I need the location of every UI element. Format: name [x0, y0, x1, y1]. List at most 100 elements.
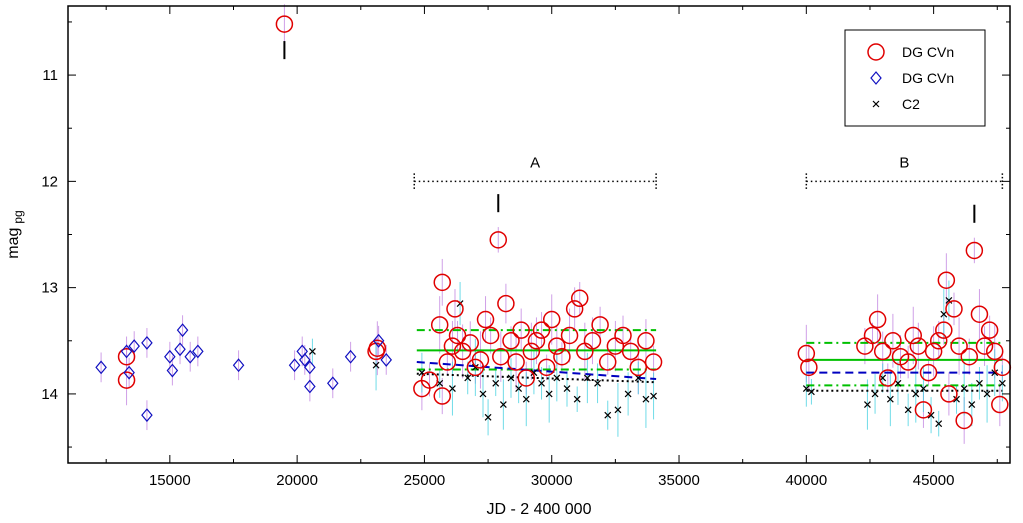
- c2-cross-point-stroke: [945, 296, 953, 304]
- x-tick-label: 35000: [658, 472, 700, 489]
- dg-cvn-circle-point: [117, 347, 136, 366]
- dg-cvn-circle-point: [542, 310, 561, 329]
- x-tick-label: 15000: [149, 472, 191, 489]
- dg-cvn-circle-point: [637, 332, 655, 350]
- c2-cross-point: [935, 420, 943, 428]
- dg-cvn-circle-point: [532, 321, 551, 339]
- c2-cross-point-stroke: [604, 411, 612, 419]
- y-tick-label: 13: [41, 280, 58, 297]
- c2-cross-point: [802, 385, 810, 393]
- c2-cross-point: [968, 401, 976, 408]
- c2-cross-point-stroke: [492, 379, 500, 387]
- c2-cross-point-stroke: [614, 406, 622, 414]
- c2-cross-point-stroke: [418, 369, 426, 377]
- dg-cvn-diamond-point: [176, 323, 189, 338]
- c2-cross-point: [545, 390, 553, 398]
- interval-label: A: [530, 154, 540, 171]
- c2-cross-point: [573, 395, 581, 403]
- c2-cross-point-stroke: [960, 385, 968, 393]
- c2-cross-point: [983, 390, 991, 398]
- c2-cross-point-stroke: [436, 379, 444, 387]
- c2-cross-point: [976, 379, 983, 387]
- dg-cvn-diamond-point: [304, 360, 316, 375]
- c2-cross-point: [912, 390, 920, 398]
- dg-cvn-diamond-point: [380, 352, 393, 367]
- dg-cvn-circle-point: [512, 321, 530, 339]
- c2-cross-point: [920, 385, 927, 393]
- c2-cross-point: [471, 363, 479, 371]
- c2-cross-point-stroke: [912, 390, 920, 398]
- legend-circle-symbol: [867, 43, 885, 61]
- dg-cvn-diamond-point: [192, 344, 204, 359]
- c2-cross-point-stroke: [927, 411, 935, 419]
- y-tick-label: 14: [41, 386, 58, 403]
- dg-cvn-circle-point: [937, 271, 956, 289]
- dg-cvn-diamond-point: [166, 363, 179, 378]
- x-tick-label: 40000: [785, 472, 827, 489]
- dg-cvn-circle-point: [537, 358, 556, 377]
- dg-cvn-circle-point: [909, 337, 928, 355]
- c2-cross-point: [953, 395, 960, 403]
- c2-cross-point-stroke: [479, 390, 487, 398]
- dg-cvn-circle-point: [548, 337, 566, 355]
- x-tick-label: 20000: [276, 472, 318, 489]
- dg-cvn-circle-point: [868, 310, 887, 329]
- c2-cross-point-stroke: [553, 374, 561, 382]
- dg-cvn-circle-point: [629, 358, 648, 377]
- dg-cvn-circle-point: [614, 326, 632, 345]
- y-axis-label: mag pg: [5, 210, 25, 258]
- dg-cvn-diamond-point: [123, 365, 135, 380]
- c2-cross-point-stroke: [904, 406, 912, 414]
- legend-label: C2: [902, 96, 920, 112]
- dg-cvn-diamond-point: [344, 349, 357, 364]
- dg-cvn-circle-point: [985, 342, 1004, 361]
- dg-cvn-diamond-point: [128, 339, 140, 354]
- dg-cvn-diamond-point: [304, 379, 316, 394]
- c2-cross-point: [372, 361, 380, 369]
- c2-cross-point: [553, 374, 561, 382]
- dg-cvn-circle-point: [497, 294, 515, 313]
- c2-cross-point: [864, 401, 871, 408]
- c2-cross-point: [991, 369, 999, 377]
- dg-cvn-circle-point: [873, 342, 892, 361]
- x-tick-label: 30000: [531, 472, 573, 489]
- c2-cross-point: [634, 374, 642, 382]
- c2-cross-point-stroke: [935, 420, 943, 428]
- c2-cross-point-stroke: [940, 310, 948, 318]
- dg-cvn-circle-point: [644, 353, 663, 371]
- c2-cross-point: [604, 411, 612, 419]
- c2-cross-point: [624, 390, 632, 398]
- legend: DG CVn DG CVn C2: [844, 29, 986, 127]
- dg-cvn-circle-point: [935, 321, 953, 339]
- c2-cross-point-stroke: [894, 379, 902, 387]
- dg-cvn-circle-point: [924, 342, 943, 361]
- dg-cvn-circle-point: [560, 326, 579, 345]
- dg-cvn-diamond-point: [288, 358, 301, 373]
- legend-box: [844, 29, 986, 127]
- c2-cross-point-stroke: [634, 374, 642, 382]
- c2-cross-point-stroke: [563, 385, 571, 393]
- dg-cvn-diamond-point: [372, 333, 385, 348]
- c2-cross-point-stroke: [464, 374, 472, 382]
- dg-cvn-circle-point: [420, 371, 439, 389]
- dg-cvn-diamond-point: [174, 342, 186, 357]
- c2-cross-point: [492, 379, 500, 387]
- interval-label: B: [899, 154, 909, 171]
- c2-cross-point: [807, 388, 815, 396]
- c2-cross-point-stroke: [802, 385, 810, 393]
- c2-cross-point-stroke: [583, 374, 591, 382]
- c2-cross-point-stroke: [920, 385, 927, 393]
- outburst-markers: [283, 41, 976, 223]
- dg-cvn-circle-point: [899, 353, 917, 371]
- dg-cvn-circle-point: [621, 342, 640, 361]
- dg-cvn-circle-point: [950, 337, 968, 355]
- c2-cross-point-stroke: [530, 369, 538, 377]
- dg-cvn-circle-point: [884, 332, 902, 350]
- dg-cvn-circle-point: [275, 15, 294, 33]
- dg-cvn-circle-point: [879, 369, 897, 387]
- c2-cross-point: [530, 369, 538, 377]
- c2-cross-point-stroke: [864, 401, 871, 408]
- c2-cross-point: [484, 413, 492, 421]
- c2-cross-point-stroke: [976, 379, 983, 387]
- c2-cross-point: [464, 374, 472, 382]
